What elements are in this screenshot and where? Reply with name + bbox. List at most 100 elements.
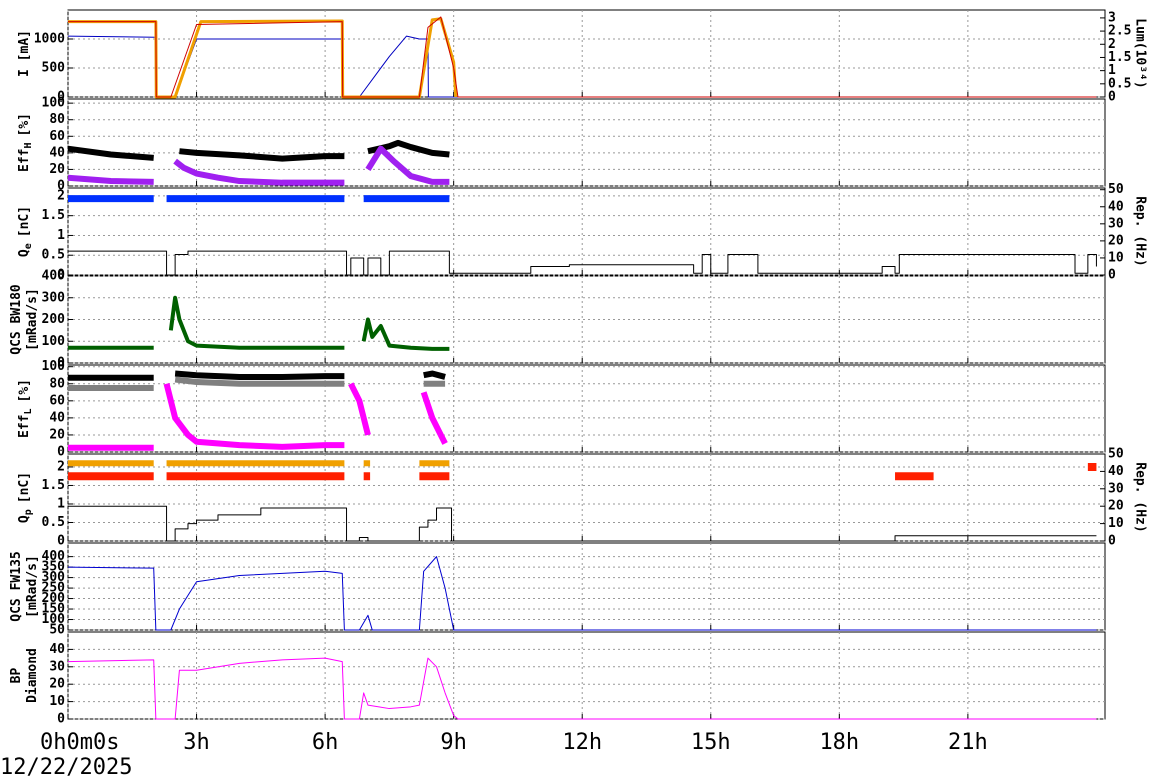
y-tick-label: 20 [49,427,65,442]
y-axis-label-text: I [mA] [17,30,32,77]
y-tick-label: 40 [49,145,65,160]
y-axis-label-unit: [nC] [17,206,32,237]
x-tick-label: 9h [440,730,467,755]
y-tick-label: 0 [57,534,65,549]
y-tick-label: 2 [57,188,65,203]
y-axis-label: EffL [%] [17,379,35,438]
y-tick-label: 400 [42,549,66,564]
y-tick-label: 2 [57,459,65,474]
y-tick-label: 80 [49,112,65,127]
y2-tick-label: 10 [1108,250,1124,265]
y-tick-label: 100 [42,612,66,627]
y-tick-label: 0 [57,179,65,194]
y-axis-label-sub: H [23,142,34,148]
series-line [68,382,448,451]
y-axis-label: EffH [%] [17,113,35,172]
y-tick-label: 1 [57,228,65,243]
y-axis-label-unit: [%] [17,113,32,136]
panel-frame [67,364,1106,453]
y-tick-label: 1000 [34,32,65,47]
y-tick-label: 10 [49,694,65,709]
y2-tick-label: 20 [1108,233,1124,248]
y2-tick-label: 10 [1108,516,1124,531]
y-tick-label: 60 [49,129,65,144]
y2-tick-label: 0 [1108,268,1116,283]
y2-tick-label: 30 [1108,216,1124,231]
y-tick-label: 50 [49,623,65,638]
y-tick-label: 80 [49,376,65,391]
y2-tick-label: 20 [1108,499,1124,514]
y-axis-label-sub: e [23,243,34,249]
y-tick-label: 350 [42,560,66,575]
series-line [67,139,450,162]
y-axis-label-text: Q [17,249,32,257]
y-axis-label-text: Diamond [25,648,40,703]
y-axis-label-sub: p [23,509,34,515]
y2-tick-label: 2 [1108,37,1116,52]
y-axis-label: QCS BW180 [9,284,24,355]
y2-axis-label: Rep. (Hz) [1133,196,1148,266]
y-tick-label: 0.5 [42,248,65,263]
y-tick-label: 30 [49,659,65,674]
y-tick-label: 0 [57,268,65,283]
panel-frame [67,542,1106,631]
y-tick-label: 300 [42,570,66,585]
y-axis-label-unit: [nC] [17,472,32,503]
y2-tick-label: 0 [1108,90,1116,105]
y-axis-label: Qe [nC] [17,206,35,257]
x-tick-label: 18h [819,730,859,755]
y-tick-label: 1.5 [42,208,65,223]
y-axis-label-text: [mRad/s] [25,555,40,618]
series-line [68,376,446,392]
y-axis-label-text: Eff [17,149,32,172]
series-line [68,295,450,351]
x-tick-label: 15h [691,730,731,755]
y-tick-label: 20 [49,677,65,692]
y-axis-label: [mRad/s] [25,555,40,618]
y2-tick-label: 1 [1108,63,1116,78]
series-line [68,16,1097,98]
series-line [67,657,1097,720]
panel-frame [67,9,1106,98]
y-tick-label: 100 [42,334,66,349]
series-line [68,505,1097,542]
y-axis-label: BP [9,668,24,684]
y-tick-label: 100 [42,359,66,374]
y2-tick-label: 50 [1108,182,1124,197]
y-axis-label: [mRad/s] [25,288,40,351]
y2-tick-label: 50 [1108,447,1124,462]
y2-axis-label: Lum(10³⁴) [1133,18,1148,88]
y-tick-label: 60 [49,393,65,408]
y-tick-label: 40 [49,410,65,425]
y2-tick-label: 30 [1108,481,1124,496]
y-tick-label: 500 [42,61,66,76]
x-tick-label: 6h [312,730,339,755]
y2-tick-label: 40 [1108,464,1124,479]
date: 12/22/2025 [0,755,132,780]
y-tick-label: 150 [42,602,66,617]
y2-tick-label: 2.5 [1108,24,1131,39]
y-axis-label: Diamond [25,648,40,703]
y-tick-label: 200 [42,312,66,327]
y-axis-label-text: QCS BW180 [9,284,24,355]
y-axis-label-text: [mRad/s] [25,288,40,351]
y-tick-label: 400 [42,269,66,284]
y-tick-label: 0 [57,90,65,105]
x-tick-label: 3h [183,730,210,755]
y2-tick-label: 40 [1108,199,1124,214]
series-line [68,370,446,381]
y-axis-label: Qp [nC] [17,472,35,523]
series-line [68,250,1097,276]
y-axis-label-unit: [%] [17,379,32,402]
series-line [68,17,458,99]
y-tick-label: 1 [57,496,65,511]
y2-tick-label: 0.5 [1108,76,1131,91]
y2-tick-label: 1.5 [1108,50,1131,65]
y-tick-label: 40 [49,642,65,657]
panel-frame [67,631,1106,720]
series-line [67,145,450,186]
y-axis-label-text: QCS FW135 [9,551,24,621]
panel-frame [67,98,1106,187]
